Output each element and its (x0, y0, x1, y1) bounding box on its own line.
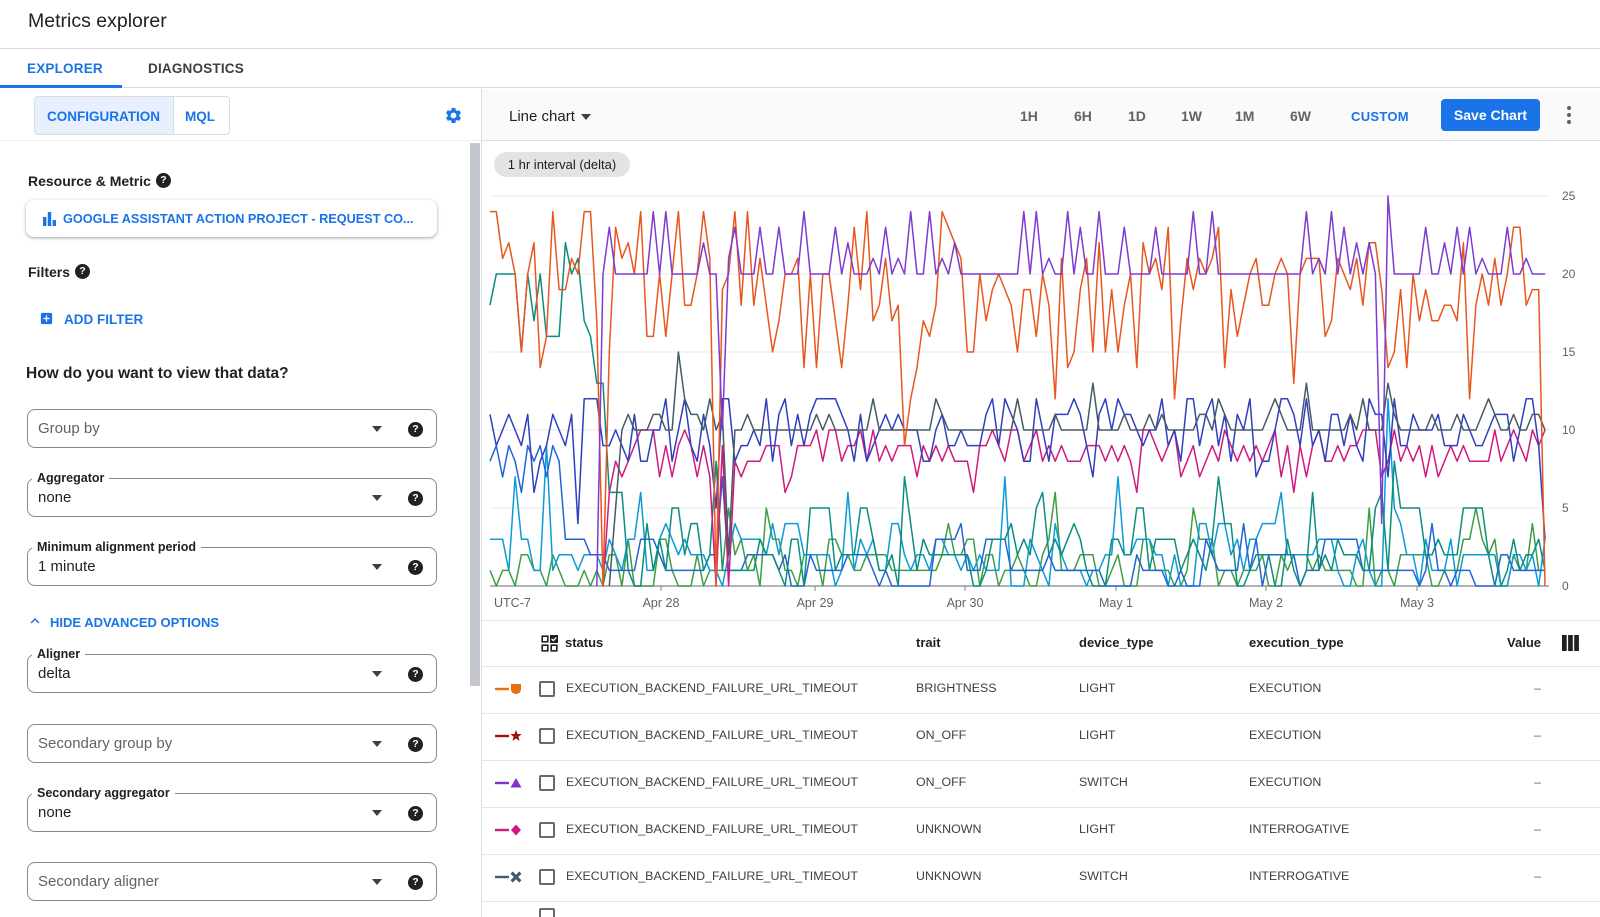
svg-text:May 1: May 1 (1099, 596, 1133, 610)
svg-text:20: 20 (1562, 267, 1576, 281)
svg-text:Apr 30: Apr 30 (947, 596, 984, 610)
svg-text:0: 0 (1562, 579, 1569, 593)
svg-text:25: 25 (1562, 189, 1576, 203)
svg-text:UTC-7: UTC-7 (494, 596, 531, 610)
svg-text:5: 5 (1562, 501, 1569, 515)
svg-text:Apr 29: Apr 29 (797, 596, 834, 610)
svg-text:Apr 28: Apr 28 (643, 596, 680, 610)
svg-text:May 3: May 3 (1400, 596, 1434, 610)
svg-text:15: 15 (1562, 345, 1576, 359)
svg-text:May 2: May 2 (1249, 596, 1283, 610)
svg-text:10: 10 (1562, 423, 1576, 437)
